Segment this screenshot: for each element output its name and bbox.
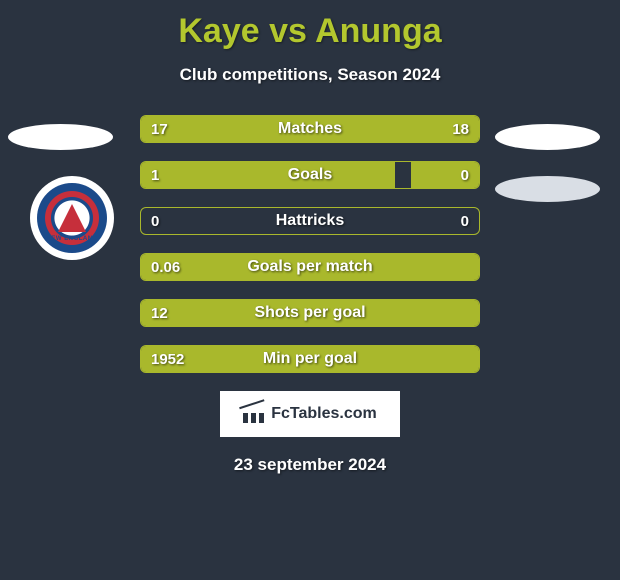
date-text: 23 september 2024 (0, 455, 620, 475)
fctables-watermark: FcTables.com (220, 391, 400, 437)
fctables-label: FcTables.com (271, 405, 377, 423)
stat-value-right: 18 (452, 116, 469, 142)
stat-row: 1Goals0 (140, 161, 480, 189)
stat-label: Goals (141, 162, 479, 188)
stat-row: 0Hattricks0 (140, 207, 480, 235)
club-left-logo-art (37, 183, 107, 253)
club-right-logo-placeholder (495, 176, 600, 202)
stat-label: Goals per match (141, 254, 479, 280)
stat-label: Matches (141, 116, 479, 142)
club-left-logo-text: NEW ENGLAND (30, 236, 114, 242)
player-left-photo-placeholder (8, 124, 113, 150)
fctables-icon (243, 405, 265, 423)
stat-row: 1952Min per goal (140, 345, 480, 373)
stat-row: 17Matches18 (140, 115, 480, 143)
stat-value-right: 0 (461, 162, 469, 188)
stats-bar-group: 17Matches181Goals00Hattricks00.06Goals p… (140, 115, 480, 373)
stat-label: Shots per goal (141, 300, 479, 326)
page-title: Kaye vs Anunga (0, 0, 620, 51)
club-left-logo: NEW ENGLAND (30, 176, 114, 260)
stat-value-right: 0 (461, 208, 469, 234)
subtitle: Club competitions, Season 2024 (0, 65, 620, 85)
stat-label: Min per goal (141, 346, 479, 372)
stat-row: 12Shots per goal (140, 299, 480, 327)
stat-row: 0.06Goals per match (140, 253, 480, 281)
stat-label: Hattricks (141, 208, 479, 234)
player-right-photo-placeholder (495, 124, 600, 150)
